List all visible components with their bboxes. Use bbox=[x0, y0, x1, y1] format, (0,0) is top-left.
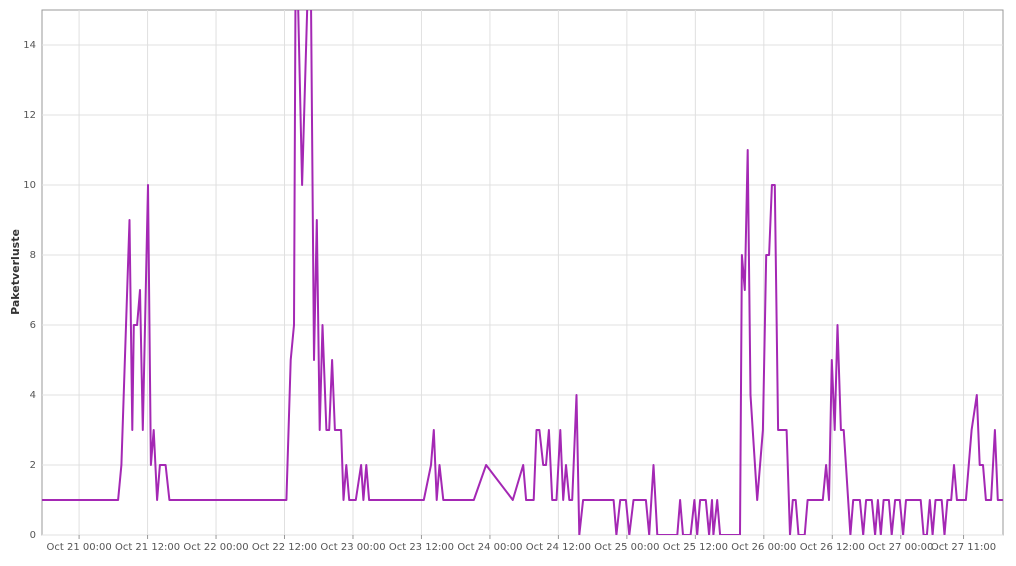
y-tick-label: 2 bbox=[30, 460, 36, 471]
x-tick-label: Oct 24 12:00 bbox=[526, 542, 591, 553]
y-tick-label: 14 bbox=[23, 40, 36, 51]
y-axis-label: Paketverluste bbox=[9, 229, 22, 315]
x-tick-label: Oct 26 12:00 bbox=[800, 542, 865, 553]
x-tick-label: Oct 25 00:00 bbox=[594, 542, 659, 553]
x-tick-label: Oct 27 11:00 bbox=[931, 542, 996, 553]
x-tick-label: Oct 22 12:00 bbox=[252, 542, 317, 553]
y-tick-label: 4 bbox=[30, 390, 36, 401]
series-line bbox=[42, 10, 1003, 535]
x-tick-label: Oct 25 12:00 bbox=[663, 542, 728, 553]
x-tick-label: Oct 26 00:00 bbox=[731, 542, 796, 553]
plot bbox=[42, 10, 1003, 535]
y-tick-label: 6 bbox=[30, 320, 36, 331]
y-tick-label: 12 bbox=[23, 110, 36, 121]
x-tick-label: Oct 22 00:00 bbox=[183, 542, 248, 553]
x-tick-label: Oct 21 12:00 bbox=[115, 542, 180, 553]
x-tick-label: Oct 23 00:00 bbox=[320, 542, 385, 553]
plot-frame bbox=[41, 9, 1004, 536]
x-tick-label: Oct 27 00:00 bbox=[868, 542, 933, 553]
grid bbox=[42, 10, 1003, 536]
y-tick-label: 0 bbox=[30, 530, 36, 541]
x-tick-label: Oct 21 00:00 bbox=[46, 542, 111, 553]
y-tick-label: 8 bbox=[30, 250, 36, 261]
x-tick-label: Oct 23 12:00 bbox=[389, 542, 454, 553]
y-tick-label: 10 bbox=[23, 180, 36, 191]
x-tick-label: Oct 24 00:00 bbox=[457, 542, 522, 553]
